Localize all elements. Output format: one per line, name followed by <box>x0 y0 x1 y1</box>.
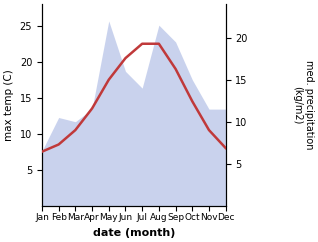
Y-axis label: med. precipitation
(kg/m2): med. precipitation (kg/m2) <box>292 60 314 150</box>
X-axis label: date (month): date (month) <box>93 228 175 238</box>
Y-axis label: max temp (C): max temp (C) <box>4 69 14 141</box>
